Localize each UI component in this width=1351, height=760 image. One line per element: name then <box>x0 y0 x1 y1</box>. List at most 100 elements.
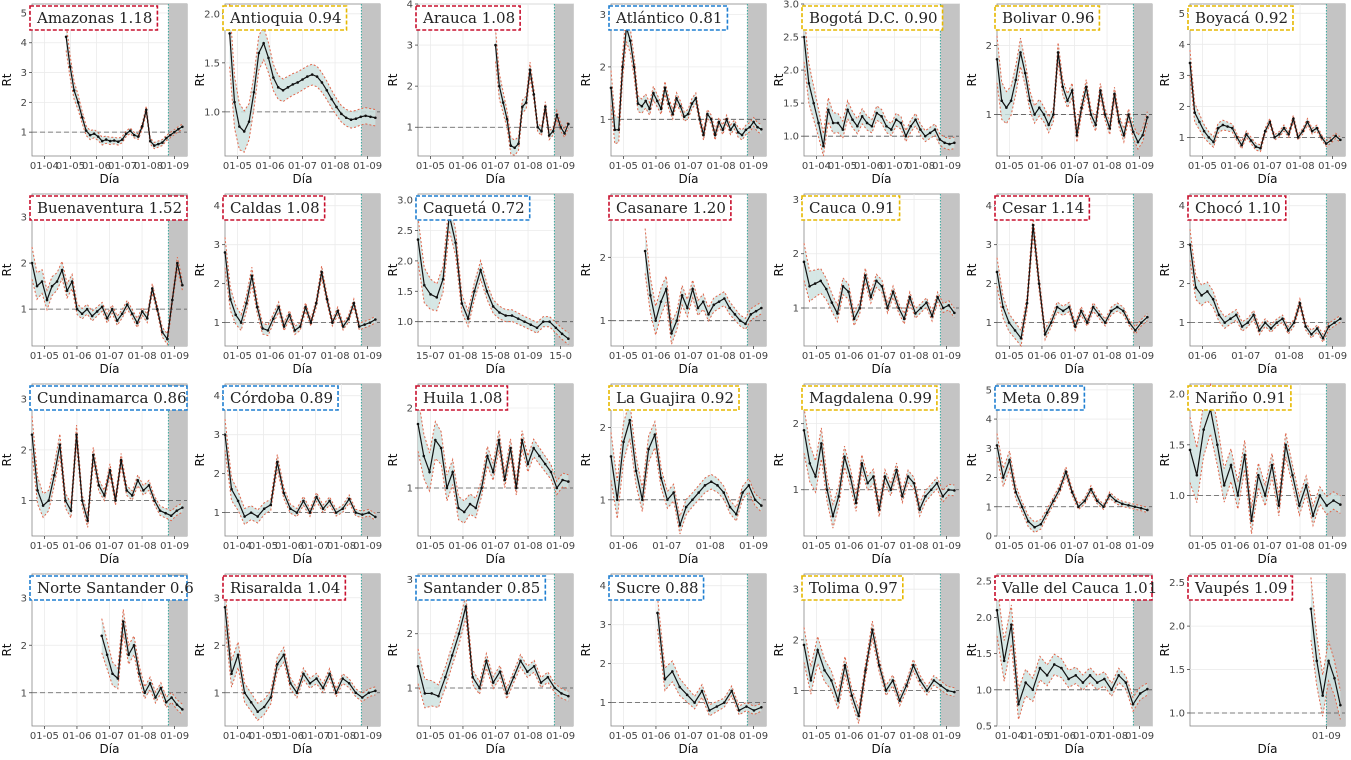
y-tick-label: 1.0 <box>783 132 799 143</box>
rt-point <box>440 447 443 450</box>
rt-point <box>1010 623 1013 626</box>
rt-point <box>871 125 874 128</box>
rt-point <box>929 132 932 135</box>
rt-point <box>263 706 266 709</box>
rt-point <box>1080 106 1083 109</box>
rt-point <box>81 312 84 315</box>
rt-point <box>744 323 747 326</box>
rt-point <box>755 310 758 313</box>
rt-point <box>622 441 625 444</box>
rt-point <box>610 87 613 90</box>
rt-point <box>374 516 377 519</box>
rt-point <box>1090 113 1093 116</box>
rt-point <box>831 301 834 304</box>
y-tick-label: 2 <box>21 259 27 270</box>
rt-point <box>1121 503 1124 506</box>
rt-point <box>1096 681 1099 684</box>
x-tick-label: 01-08 <box>1275 351 1304 362</box>
x-tick-label: 01-08 <box>514 541 543 552</box>
projection-shade <box>1326 384 1345 536</box>
y-tick-label: 5 <box>21 8 27 19</box>
rt-point <box>1082 681 1085 684</box>
y-tick-label: 4 <box>1179 40 1185 51</box>
rt-point <box>77 101 80 104</box>
rt-point <box>302 672 305 675</box>
rt-point <box>428 471 431 474</box>
rt-point <box>502 101 505 104</box>
rt-point <box>1092 306 1095 309</box>
rt-point <box>730 690 733 693</box>
projection-shade <box>361 4 380 156</box>
rt-point <box>1247 321 1250 324</box>
rt-point <box>106 317 109 320</box>
panel-8: 123401-05 01-06 01-07 01-08 01-09DíaRtCaldas… <box>193 190 386 380</box>
x-tick-label: 01-07 <box>674 731 703 742</box>
x-tick-label: 01-05 <box>416 541 445 552</box>
rt-point <box>890 128 893 131</box>
rt-point <box>250 701 253 704</box>
x-tick-label: 01-06 <box>275 731 304 742</box>
x-tick-label: 01-05 <box>30 351 59 362</box>
rt-point <box>1333 677 1336 680</box>
rt-point <box>263 507 266 510</box>
rt-point <box>710 118 713 121</box>
x-tick-label: 01-06 <box>854 161 883 172</box>
rt-point <box>1259 147 1262 150</box>
x-axis-label: Día <box>1065 172 1085 186</box>
rt-point <box>122 620 125 623</box>
rt-point <box>748 484 751 487</box>
rt-point <box>148 484 151 487</box>
rt-point <box>741 134 744 137</box>
x-tick-label: 01-07 <box>867 541 896 552</box>
rt-point <box>492 305 495 308</box>
rt-point <box>953 141 956 144</box>
rt-point <box>1140 507 1143 510</box>
y-tick-label: 1.5 <box>1169 440 1185 451</box>
rt-point <box>1330 139 1333 142</box>
y-tick-label: 4 <box>21 38 27 49</box>
x-tick-label: 01-09 <box>546 731 575 742</box>
rt-point <box>306 75 309 78</box>
rt-point <box>914 118 917 121</box>
rt-point <box>913 482 916 485</box>
rt-point <box>320 271 323 274</box>
panel-title: Bolivar 0.96 <box>1002 9 1094 27</box>
x-tick-label: 01-05 <box>30 731 59 742</box>
y-tick-label: 3.0 <box>783 0 799 11</box>
x-tick-label: 01-07 <box>288 161 317 172</box>
y-tick-label: 2.5 <box>783 33 799 44</box>
x-tick-label: 01-08 <box>321 161 350 172</box>
rt-point <box>825 288 828 291</box>
rt-point <box>291 83 294 86</box>
rt-point <box>97 135 100 138</box>
panel-20: 1.01.52.001-05 01-06 01-07 01-08 01-09DíaRtN… <box>1158 380 1351 570</box>
rt-point <box>698 118 701 121</box>
x-axis-label: Día <box>872 362 892 376</box>
rt-point <box>1024 681 1027 684</box>
x-tick-label: 01-08 <box>900 351 929 362</box>
rt-point <box>1057 51 1060 54</box>
rt-point <box>224 251 227 254</box>
rt-point <box>511 314 514 317</box>
y-tick-label: 4 <box>214 391 220 402</box>
rt-point <box>100 634 103 637</box>
y-tick-label: 4 <box>986 201 992 212</box>
y-tick-label: 1.5 <box>783 99 799 110</box>
rt-point <box>498 439 501 442</box>
y-tick-label: 3 <box>21 593 27 604</box>
rt-point <box>521 439 524 442</box>
rt-point <box>953 312 956 315</box>
y-tick-label: 3.0 <box>397 196 413 207</box>
y-axis-label: Rt <box>772 263 786 276</box>
rt-point <box>1310 333 1313 336</box>
rt-point <box>1096 500 1099 503</box>
y-tick-label: 2.5 <box>397 226 413 237</box>
rt-point <box>1212 141 1215 144</box>
rt-point <box>237 500 240 503</box>
rt-point <box>1237 494 1240 497</box>
y-tick-label: 2 <box>793 419 799 430</box>
rt-point <box>114 499 117 502</box>
rt-point <box>691 288 694 291</box>
rt-point <box>257 52 260 55</box>
x-tick-label: 01-05 <box>223 161 252 172</box>
